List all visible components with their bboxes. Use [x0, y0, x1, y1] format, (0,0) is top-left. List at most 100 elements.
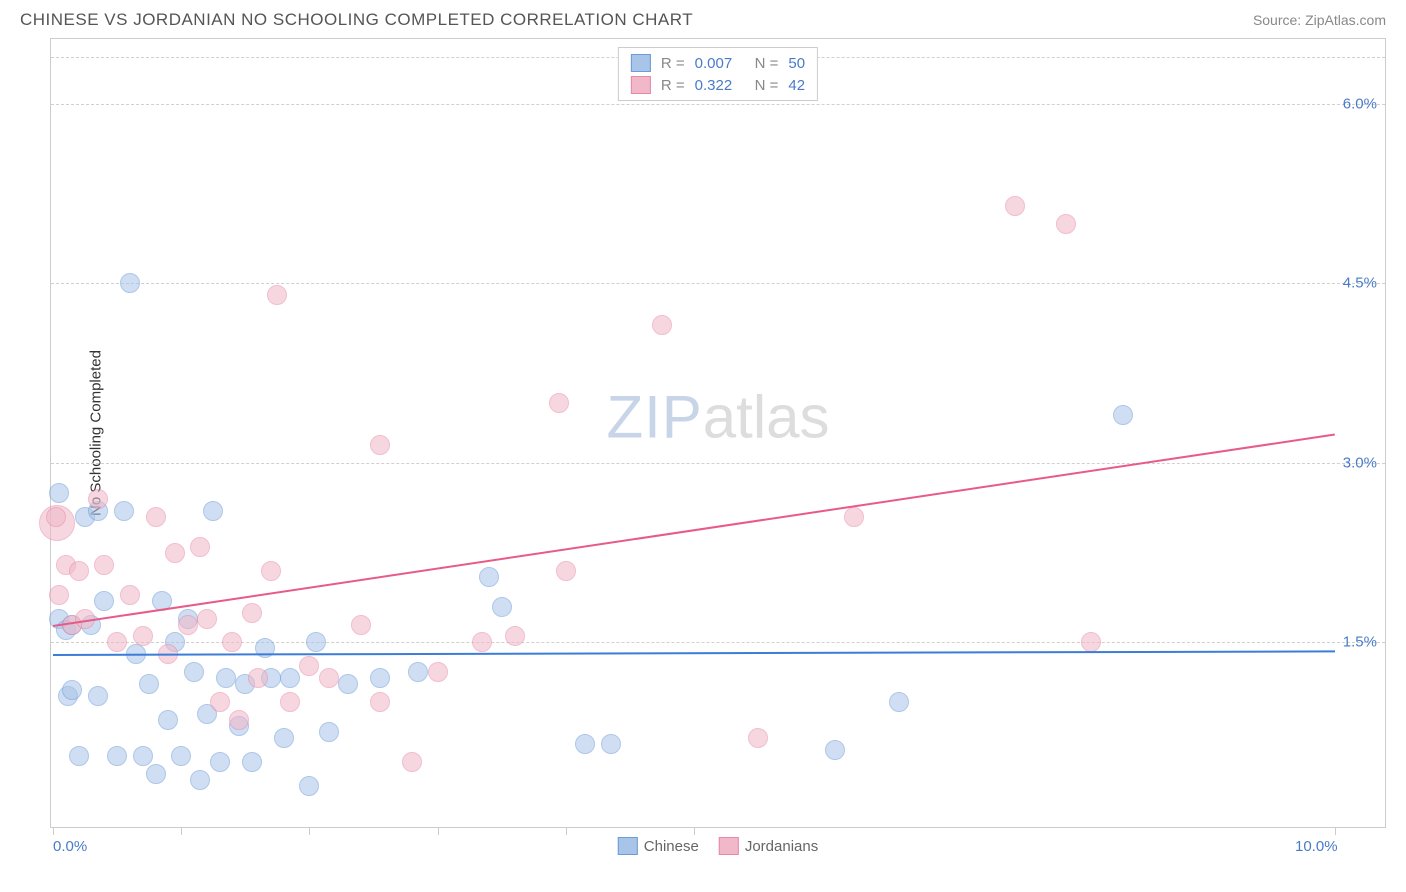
legend-swatch — [631, 54, 651, 72]
legend-swatch — [719, 837, 739, 855]
gridline — [51, 104, 1385, 105]
scatter-point — [492, 597, 512, 617]
x-tick — [1335, 827, 1336, 835]
scatter-point — [1005, 196, 1025, 216]
scatter-point — [210, 752, 230, 772]
legend-r-label: R = — [661, 55, 685, 72]
chart-title: CHINESE VS JORDANIAN NO SCHOOLING COMPLE… — [20, 10, 693, 30]
scatter-point — [505, 626, 525, 646]
legend-label: Chinese — [644, 838, 699, 855]
gridline — [51, 642, 1385, 643]
scatter-point — [62, 680, 82, 700]
scatter-point — [69, 746, 89, 766]
scatter-point — [825, 740, 845, 760]
scatter-point — [549, 393, 569, 413]
scatter-point — [748, 728, 768, 748]
scatter-point — [280, 668, 300, 688]
watermark-zip: ZIP — [606, 384, 702, 451]
scatter-point — [370, 668, 390, 688]
scatter-point — [114, 501, 134, 521]
scatter-point — [197, 609, 217, 629]
scatter-point — [306, 632, 326, 652]
gridline — [51, 283, 1385, 284]
y-tick-label: 3.0% — [1343, 454, 1377, 471]
x-tick — [694, 827, 695, 835]
scatter-point — [242, 752, 262, 772]
legend-series: Chinese Jordanians — [618, 837, 818, 855]
scatter-point — [184, 662, 204, 682]
legend-correlation: R =0.007N =50R =0.322N =42 — [618, 47, 818, 101]
chart-source: Source: ZipAtlas.com — [1253, 12, 1386, 28]
scatter-point — [107, 746, 127, 766]
scatter-point — [146, 764, 166, 784]
scatter-point — [556, 561, 576, 581]
scatter-point — [165, 543, 185, 563]
legend-n-value: 50 — [788, 55, 805, 72]
scatter-point — [889, 692, 909, 712]
scatter-point — [49, 483, 69, 503]
scatter-point — [120, 273, 140, 293]
legend-r-label: R = — [661, 77, 685, 94]
scatter-point — [216, 668, 236, 688]
gridline — [51, 463, 1385, 464]
x-tick-label: 0.0% — [53, 838, 87, 855]
scatter-point — [299, 656, 319, 676]
legend-r-value: 0.322 — [695, 77, 745, 94]
scatter-point — [178, 615, 198, 635]
y-tick-label: 4.5% — [1343, 275, 1377, 292]
legend-item: Jordanians — [719, 837, 818, 855]
scatter-point — [222, 632, 242, 652]
scatter-point — [242, 603, 262, 623]
scatter-point — [601, 734, 621, 754]
scatter-point — [133, 626, 153, 646]
scatter-point — [370, 435, 390, 455]
scatter-point — [1056, 214, 1076, 234]
x-tick — [438, 827, 439, 835]
y-tick-label: 1.5% — [1343, 634, 1377, 651]
scatter-point — [69, 561, 89, 581]
scatter-point — [255, 638, 275, 658]
x-tick-label: 10.0% — [1295, 838, 1338, 855]
watermark-atlas: atlas — [703, 384, 830, 451]
scatter-point — [428, 662, 448, 682]
scatter-point — [472, 632, 492, 652]
watermark: ZIPatlas — [606, 383, 829, 452]
y-tick-label: 6.0% — [1343, 95, 1377, 112]
x-tick — [309, 827, 310, 835]
scatter-point — [49, 585, 69, 605]
scatter-point — [171, 746, 191, 766]
scatter-point — [120, 585, 140, 605]
scatter-point — [229, 710, 249, 730]
scatter-point — [479, 567, 499, 587]
scatter-point — [190, 770, 210, 790]
scatter-point — [402, 752, 422, 772]
scatter-point — [190, 537, 210, 557]
scatter-point — [575, 734, 595, 754]
scatter-point — [338, 674, 358, 694]
legend-row: R =0.007N =50 — [631, 52, 805, 74]
scatter-point — [1081, 632, 1101, 652]
legend-item: Chinese — [618, 837, 699, 855]
scatter-point — [107, 632, 127, 652]
scatter-point — [261, 561, 281, 581]
legend-swatch — [631, 76, 651, 94]
scatter-point — [158, 710, 178, 730]
scatter-point — [351, 615, 371, 635]
scatter-point — [319, 722, 339, 742]
legend-label: Jordanians — [745, 838, 818, 855]
scatter-point — [408, 662, 428, 682]
legend-row: R =0.322N =42 — [631, 74, 805, 96]
legend-n-value: 42 — [788, 77, 805, 94]
scatter-point — [210, 692, 230, 712]
scatter-point — [319, 668, 339, 688]
legend-r-value: 0.007 — [695, 55, 745, 72]
scatter-point — [88, 489, 108, 509]
x-tick — [53, 827, 54, 835]
x-tick — [566, 827, 567, 835]
chart-header: CHINESE VS JORDANIAN NO SCHOOLING COMPLE… — [0, 0, 1406, 38]
scatter-point — [267, 285, 287, 305]
scatter-point — [203, 501, 223, 521]
scatter-point — [370, 692, 390, 712]
scatter-point — [88, 686, 108, 706]
scatter-point — [299, 776, 319, 796]
